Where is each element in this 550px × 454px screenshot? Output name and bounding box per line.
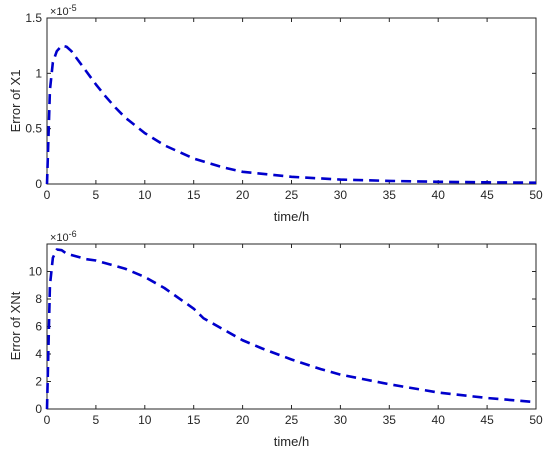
x-tick-label: 10 <box>138 188 152 202</box>
y-tick-label: 0 <box>35 177 42 191</box>
x-tick-label: 40 <box>432 413 446 427</box>
y-tick-label: 1 <box>35 66 42 80</box>
x-tick-label: 40 <box>432 188 446 202</box>
y-tick-label: 0 <box>35 402 42 416</box>
chart-error-xnt: 0 5 10 15 20 25 30 35 40 45 50 0 2 4 6 8 10 time/h Erro… <box>8 229 543 449</box>
y-axis-label: Error of X1 <box>8 70 23 133</box>
x-tick-label: 0 <box>44 188 51 202</box>
x-tick-label: 15 <box>187 188 201 202</box>
x-axis-ticks: 0 5 10 15 20 25 30 35 40 45 50 <box>44 18 543 202</box>
x-axis-label: time/h <box>274 209 309 224</box>
y-multiplier-exponent: -5 <box>69 3 77 13</box>
x-tick-label: 25 <box>285 413 299 427</box>
x-tick-label: 15 <box>187 413 201 427</box>
y-tick-label: 10 <box>29 265 43 279</box>
y-axis-label: Error of XNt <box>8 291 23 360</box>
series-line <box>45 44 537 185</box>
y-tick-label: 6 <box>35 320 42 334</box>
y-tick-label: 2 <box>35 375 42 389</box>
x-tick-label: 0 <box>44 413 51 427</box>
x-tick-label: 25 <box>285 188 299 202</box>
x-tick-label: 35 <box>383 188 397 202</box>
x-tick-label: 20 <box>236 413 250 427</box>
y-multiplier-base: ×10 <box>50 6 69 18</box>
y-tick-label: 1.5 <box>25 11 42 25</box>
y-multiplier-base: ×10 <box>50 232 69 244</box>
y-tick-label: 0.5 <box>25 122 42 136</box>
y-axis-ticks: 0 0.5 1 1.5 <box>25 11 536 191</box>
x-tick-label: 30 <box>334 413 348 427</box>
x-tick-label: 45 <box>480 188 494 202</box>
y-multiplier-exponent: -6 <box>69 229 77 239</box>
y-axis-multiplier: ×10-5 <box>50 3 77 18</box>
y-tick-label: 8 <box>35 292 42 306</box>
x-axis-ticks: 0 5 10 15 20 25 30 35 40 45 50 <box>44 244 543 427</box>
y-tick-label: 4 <box>35 347 42 361</box>
x-tick-label: 20 <box>236 188 250 202</box>
x-tick-label: 45 <box>480 413 494 427</box>
x-tick-label: 50 <box>529 413 543 427</box>
x-tick-label: 5 <box>93 188 100 202</box>
y-axis-multiplier: ×10-6 <box>50 229 77 244</box>
x-tick-label: 5 <box>93 413 100 427</box>
x-tick-label: 50 <box>529 188 543 202</box>
x-axis-label: time/h <box>274 434 309 449</box>
x-tick-label: 35 <box>383 413 397 427</box>
x-tick-label: 30 <box>334 188 348 202</box>
x-tick-label: 10 <box>138 413 152 427</box>
chart-error-x1: 0 5 10 15 20 25 30 35 40 45 50 0 0.5 1 1.5 time/h Err… <box>8 3 543 224</box>
